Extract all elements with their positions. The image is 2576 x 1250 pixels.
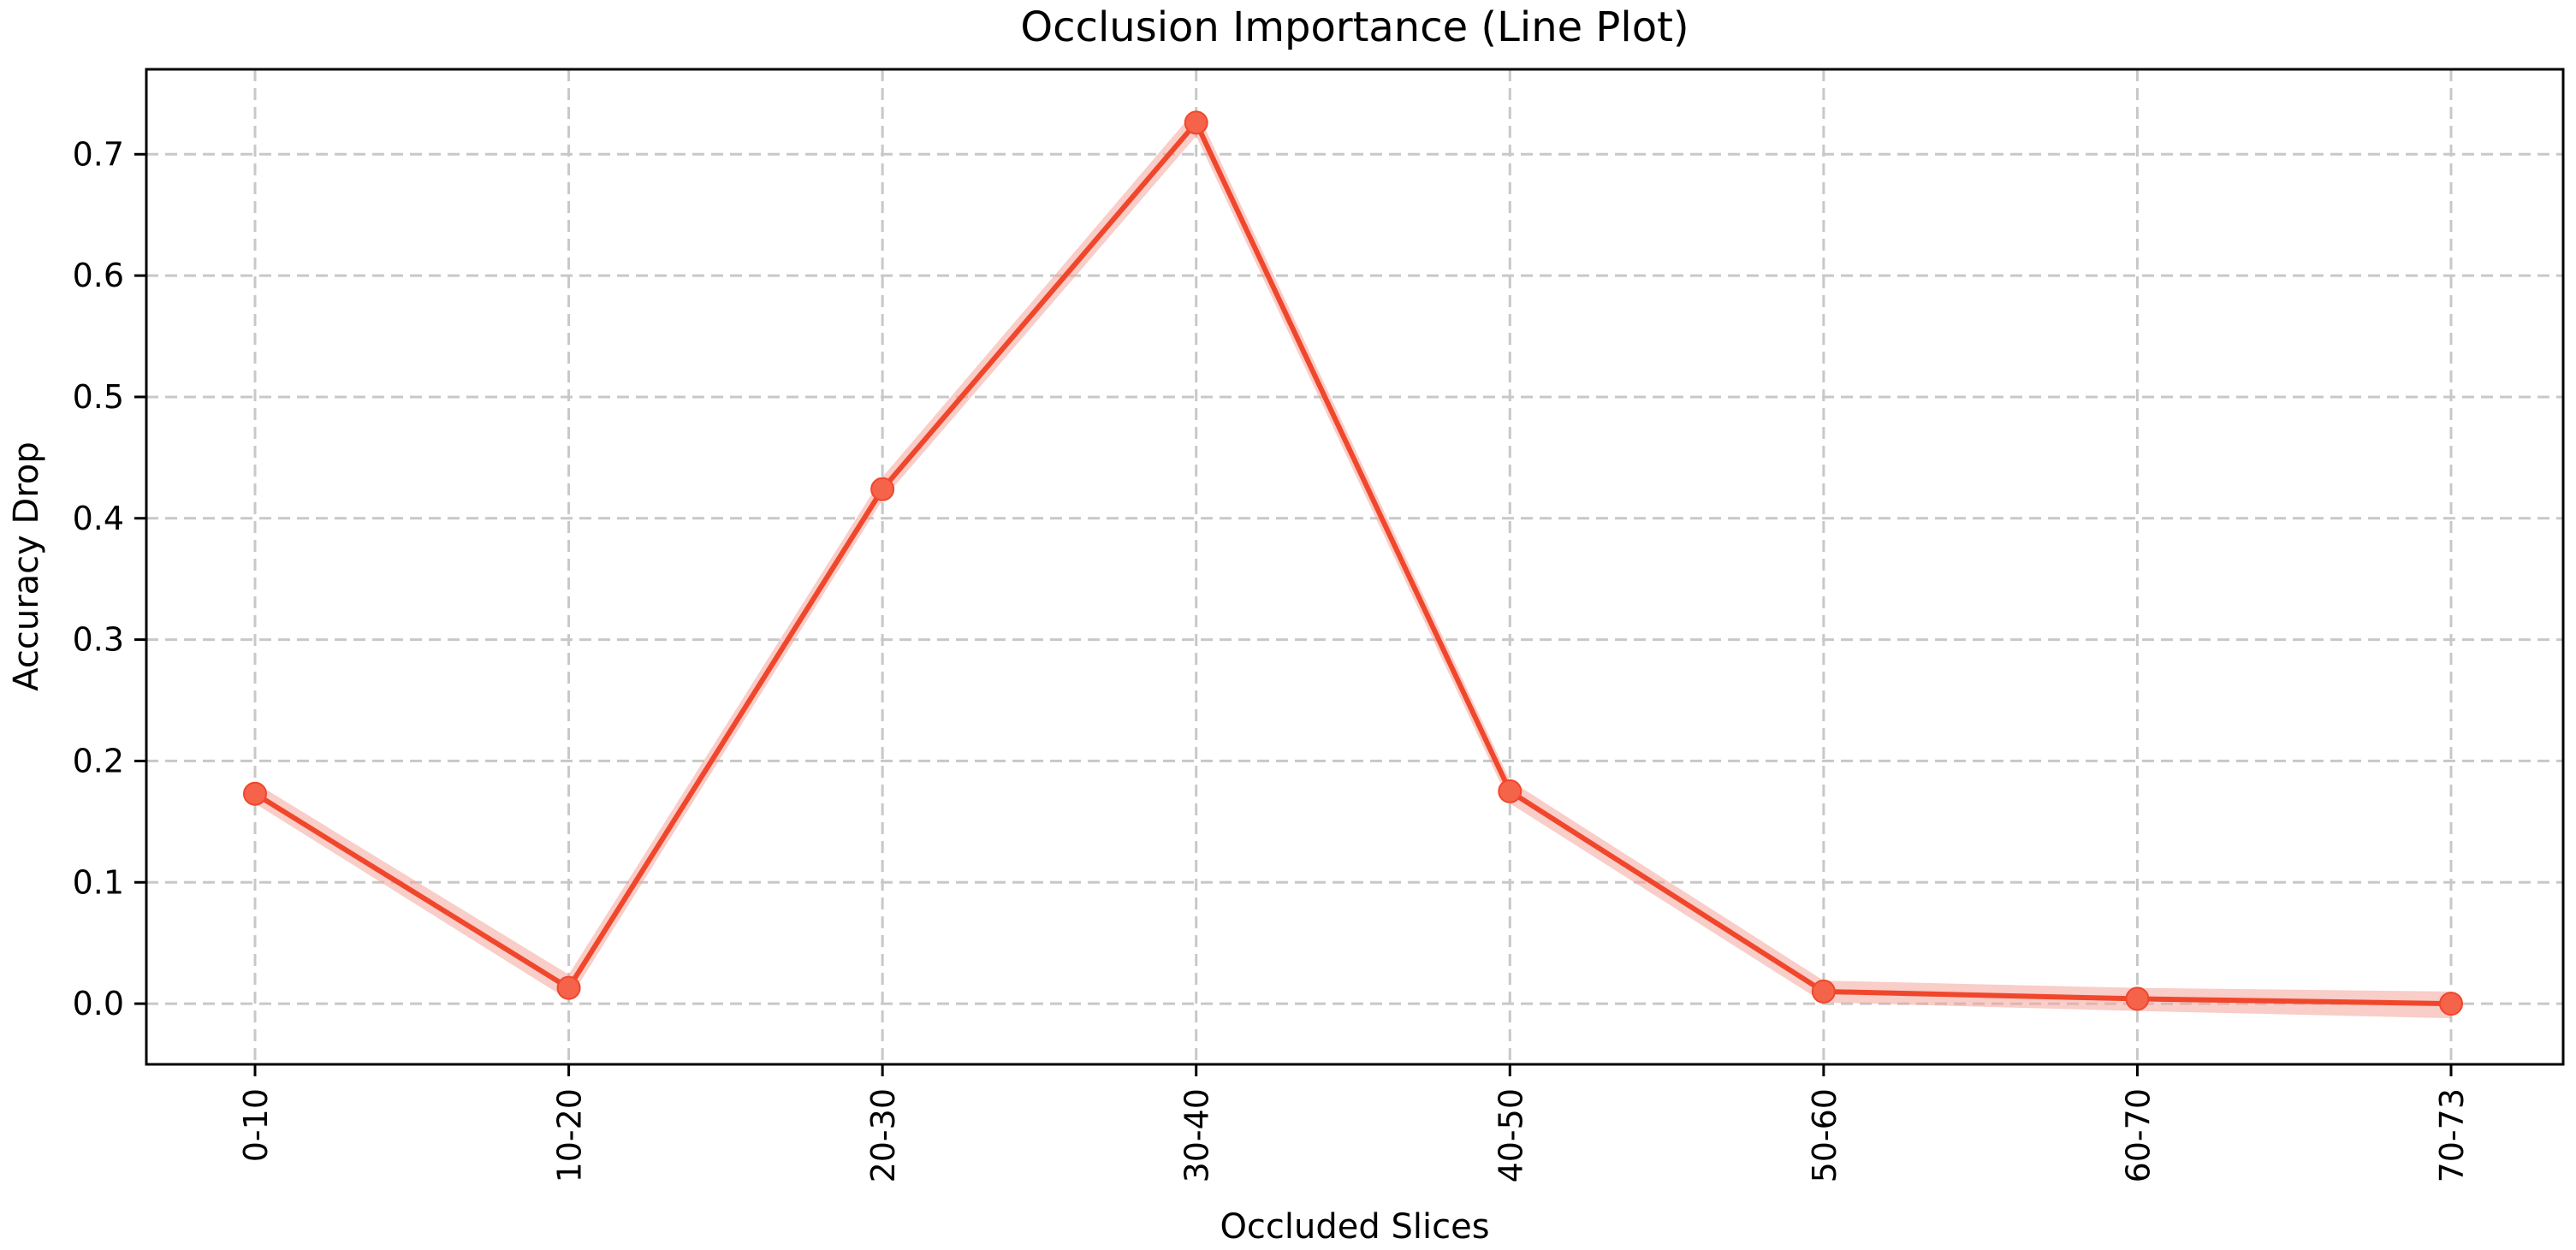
- data-point: [243, 781, 267, 806]
- plot-frame: [145, 68, 2565, 1066]
- x-tick-label: 10-20: [551, 1088, 589, 1182]
- data-point: [2439, 992, 2463, 1016]
- y-tick-label: 0.7: [73, 135, 124, 173]
- y-tick-label: 0.3: [73, 621, 124, 659]
- x-tick-label: 40-50: [1492, 1088, 1529, 1182]
- x-tick-label: 70-73: [2433, 1088, 2471, 1182]
- x-axis-label: Occluded Slices: [1220, 1207, 1489, 1247]
- series-line-layer: [253, 120, 2452, 1007]
- data-point: [1811, 979, 1836, 1004]
- axis-layer: 0-10 10-20 20-30 30-40 40-50 50-60 60-70 70-73 0…: [73, 135, 2471, 1182]
- chart-title: Occlusion Importance (Line Plot): [1020, 3, 1689, 51]
- x-tick-label: 0-10: [237, 1088, 275, 1162]
- x-tick-label: 20-30: [864, 1088, 902, 1182]
- y-tick-label: 0.6: [73, 257, 124, 294]
- data-point: [556, 975, 581, 1000]
- series-line: [253, 120, 2452, 1007]
- data-point: [870, 477, 895, 501]
- grid-layer: [146, 69, 2563, 1064]
- y-tick-label: 0.2: [73, 742, 124, 779]
- y-tick-label: 0.5: [73, 378, 124, 416]
- data-point-layer: [243, 110, 2463, 1016]
- y-tick-label: 0.1: [73, 863, 124, 901]
- x-tick-label: 60-70: [2119, 1088, 2157, 1182]
- y-axis-label: Accuracy Drop: [7, 441, 46, 691]
- data-point: [1498, 779, 1522, 803]
- data-point: [2125, 986, 2150, 1011]
- x-tick-label: 30-40: [1178, 1088, 1216, 1182]
- y-tick-label: 0.0: [73, 985, 124, 1022]
- data-point: [1184, 110, 1208, 135]
- x-tick-label: 50-60: [1806, 1088, 1843, 1182]
- y-tick-label: 0.4: [73, 500, 124, 537]
